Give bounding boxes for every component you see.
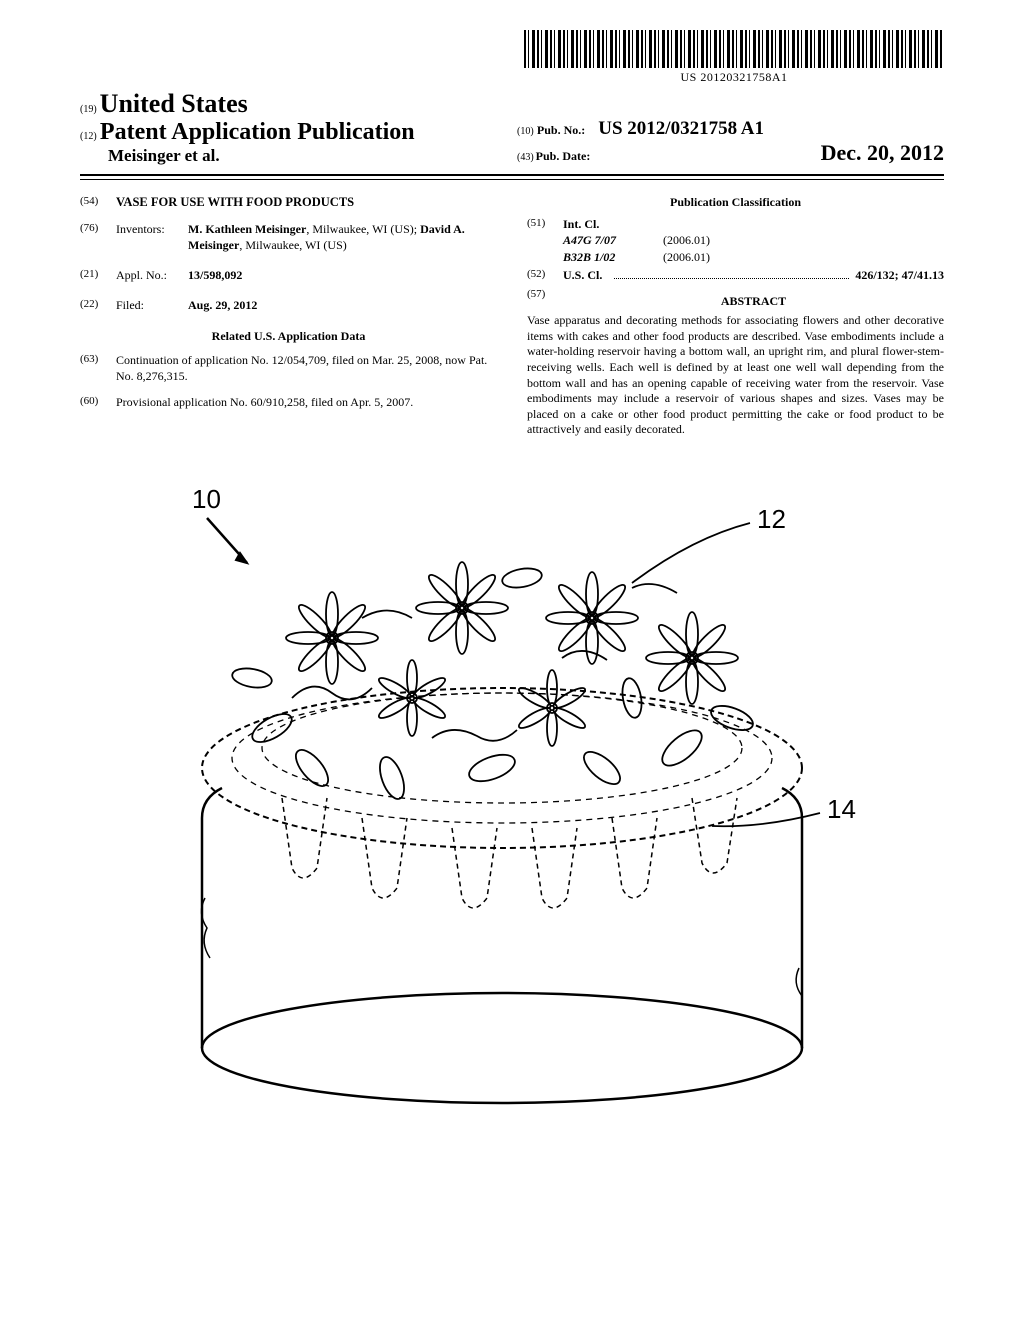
intcl-body: Int. Cl. A47G 7/07 (2006.01) B32B 1/02 (… — [563, 216, 944, 265]
pub-date-label: Pub. Date: — [536, 149, 591, 164]
abstract-code: (57) — [527, 287, 563, 313]
pub-type-line: (12) Patent Application Publication — [80, 119, 507, 146]
continuation-code: (63) — [80, 352, 116, 384]
ipc-line-2: B32B 1/02 (2006.01) — [563, 249, 944, 265]
abstract-label: ABSTRACT — [563, 293, 944, 309]
classification-heading: Publication Classification — [527, 194, 944, 210]
header-block: (19) United States (12) Patent Applicati… — [80, 89, 944, 166]
pub-type: Patent Application Publication — [100, 119, 415, 145]
patent-figure-svg: 10 12 14 — [132, 468, 892, 1148]
inventor-name-line: Meisinger et al. — [80, 146, 507, 166]
intcl-code: (51) — [527, 216, 563, 265]
appl-value: 13/598,092 — [188, 267, 497, 283]
header-rule — [80, 174, 944, 180]
inventor-1-name: M. Kathleen Meisinger — [188, 222, 306, 236]
uscl-main: 426/132 — [855, 268, 894, 282]
title-code: (54) — [80, 194, 116, 211]
inventors-label: Inventors: — [116, 221, 188, 253]
barcode-bars — [524, 30, 944, 68]
pub-date-prefix: (43) — [517, 152, 534, 163]
title-row: (54) VASE FOR USE WITH FOOD PRODUCTS — [80, 194, 497, 211]
ipc-line-1: A47G 7/07 (2006.01) — [563, 232, 944, 248]
inventors-code: (76) — [80, 221, 116, 253]
appl-no-row: (21) Appl. No.: 13/598,092 — [80, 267, 497, 283]
ipc-2-symbol: B32B 1/02 — [563, 249, 663, 265]
inventors-row: (76) Inventors: M. Kathleen Meisinger, M… — [80, 221, 497, 253]
ipc-1-date: (2006.01) — [663, 232, 710, 248]
uscl-code: (52) — [527, 267, 563, 283]
pub-date-value: Dec. 20, 2012 — [821, 140, 944, 166]
pub-no-value: US 2012/0321758 A1 — [598, 118, 764, 139]
intcl-label: Int. Cl. — [563, 216, 944, 232]
figure-area: 10 12 14 — [80, 468, 944, 1152]
uscl-codes: 426/132; 47/41.13 — [855, 267, 944, 283]
country-name: United States — [100, 89, 248, 118]
biblio-right-col: Publication Classification (51) Int. Cl.… — [527, 194, 944, 438]
header-right: (10) Pub. No.: US 2012/0321758 A1 (43) P… — [507, 118, 944, 166]
uscl-dots — [614, 278, 849, 279]
continuation-text: Continuation of application No. 12/054,7… — [116, 352, 497, 384]
inventor-2-loc: , Milwaukee, WI (US) — [239, 238, 346, 252]
inventor-1-loc: , Milwaukee, WI (US); — [306, 222, 420, 236]
pub-no-label: Pub. No.: — [537, 123, 585, 137]
uscl-body: U.S. Cl. 426/132; 47/41.13 — [563, 267, 944, 283]
barcode-text: US 20120321758A1 — [524, 70, 944, 85]
filed-code: (22) — [80, 297, 116, 313]
uscl-rest: ; 47/41.13 — [895, 268, 944, 282]
related-heading: Related U.S. Application Data — [80, 328, 497, 344]
provisional-row: (60) Provisional application No. 60/910,… — [80, 394, 497, 410]
pub-type-prefix: (12) — [80, 131, 97, 142]
appl-code: (21) — [80, 267, 116, 283]
country-prefix: (19) — [80, 104, 97, 115]
barcode: US 20120321758A1 — [524, 30, 944, 85]
provisional-text: Provisional application No. 60/910,258, … — [116, 394, 497, 410]
barcode-region: US 20120321758A1 — [80, 30, 944, 85]
ipc-1-symbol: A47G 7/07 — [563, 232, 663, 248]
ref-num-10: 10 — [192, 484, 221, 514]
filed-label: Filed: — [116, 297, 188, 313]
continuation-row: (63) Continuation of application No. 12/… — [80, 352, 497, 384]
uscl-label: U.S. Cl. — [563, 267, 602, 283]
country-line: (19) United States — [80, 89, 507, 119]
bibliographic-data: (54) VASE FOR USE WITH FOOD PRODUCTS (76… — [80, 194, 944, 438]
biblio-left-col: (54) VASE FOR USE WITH FOOD PRODUCTS (76… — [80, 194, 497, 438]
appl-label: Appl. No.: — [116, 267, 188, 283]
pub-date-line: (43) Pub. Date: Dec. 20, 2012 — [517, 140, 944, 166]
filed-value: Aug. 29, 2012 — [188, 297, 497, 313]
abstract-text: Vase apparatus and decorating methods fo… — [527, 313, 944, 438]
filed-row: (22) Filed: Aug. 29, 2012 — [80, 297, 497, 313]
invention-title: VASE FOR USE WITH FOOD PRODUCTS — [116, 194, 497, 211]
inventor-line: Meisinger et al. — [108, 146, 220, 165]
ref-num-14: 14 — [827, 794, 856, 824]
pub-no-prefix: (10) — [517, 126, 534, 137]
abstract-header-row: (57) ABSTRACT — [527, 287, 944, 313]
uscl-row: (52) U.S. Cl. 426/132; 47/41.13 — [527, 267, 944, 283]
header-left: (19) United States (12) Patent Applicati… — [80, 89, 507, 166]
ipc-2-date: (2006.01) — [663, 249, 710, 265]
pub-no-line: (10) Pub. No.: US 2012/0321758 A1 — [517, 118, 944, 140]
patent-page: US 20120321758A1 (19) United States (12)… — [0, 0, 1024, 1192]
intcl-row: (51) Int. Cl. A47G 7/07 (2006.01) B32B 1… — [527, 216, 944, 265]
ref-num-12: 12 — [757, 504, 786, 534]
inventors-content: M. Kathleen Meisinger, Milwaukee, WI (US… — [188, 221, 497, 253]
provisional-code: (60) — [80, 394, 116, 410]
